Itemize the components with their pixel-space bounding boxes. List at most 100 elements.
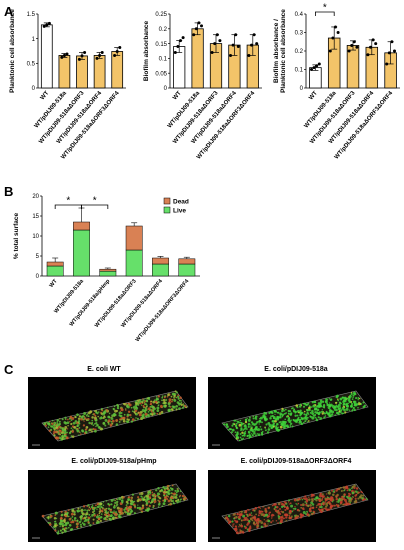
cell-dot xyxy=(350,402,354,406)
cell-dot xyxy=(354,494,357,497)
micrograph-phmp xyxy=(28,470,196,542)
cell-dot xyxy=(345,402,349,406)
cell-dot xyxy=(237,431,239,434)
cell-dot xyxy=(337,399,340,402)
cell-dot xyxy=(260,521,264,524)
cell-dot xyxy=(307,420,310,422)
cell-dot xyxy=(66,436,69,439)
x-tick-label-strain: WT/ xyxy=(94,317,105,329)
cell-dot xyxy=(301,498,304,501)
cell-dot xyxy=(251,514,253,517)
cell-dot xyxy=(358,491,360,494)
cell-dot xyxy=(100,513,103,515)
cell-dot xyxy=(105,500,108,502)
cell-dot xyxy=(297,502,299,505)
cell-dot xyxy=(96,519,99,522)
cell-dot xyxy=(94,410,96,412)
cell-dot xyxy=(97,411,100,413)
cell-dot xyxy=(272,503,276,506)
cell-dot xyxy=(325,498,327,500)
cell-dot xyxy=(279,414,282,417)
cell-dot xyxy=(258,423,260,425)
cell-dot xyxy=(167,491,170,495)
cell-dot xyxy=(64,416,67,419)
cell-dot xyxy=(171,484,174,487)
cell-dot xyxy=(176,501,179,504)
cell-dot xyxy=(235,515,238,519)
cell-dot xyxy=(244,518,247,521)
cell-dot xyxy=(112,517,115,520)
cell-dot xyxy=(145,502,149,505)
cell-dot xyxy=(332,499,335,502)
cell-dot xyxy=(344,402,346,404)
cell-dot xyxy=(81,508,83,511)
cell-dot xyxy=(326,405,328,407)
cell-dot xyxy=(184,497,187,500)
cell-dot xyxy=(165,404,167,407)
cell-dot xyxy=(248,437,251,439)
cell-dot xyxy=(146,508,150,512)
cell-dot xyxy=(321,412,324,415)
cell-dot xyxy=(144,403,147,406)
cell-dot xyxy=(163,405,166,408)
cell-dot xyxy=(175,499,178,503)
cell-dot xyxy=(114,499,116,502)
cell-dot xyxy=(167,499,171,503)
cell-dot xyxy=(338,487,340,490)
data-point xyxy=(350,43,354,47)
cell-dot xyxy=(300,412,303,415)
cell-dot xyxy=(134,409,138,412)
cell-dot xyxy=(61,434,65,438)
y-tick-label: 0 xyxy=(36,274,40,280)
cell-dot xyxy=(163,487,166,490)
cell-dot xyxy=(81,522,84,525)
cell-dot xyxy=(51,422,54,426)
cell-dot xyxy=(293,509,295,511)
cell-dot xyxy=(76,427,79,430)
cell-dot xyxy=(323,416,326,419)
cell-dot xyxy=(268,424,272,428)
cell-dot xyxy=(179,500,181,503)
cell-dot xyxy=(293,498,297,502)
x-tick-label-strain: WT/ xyxy=(38,133,50,146)
x-tick-label-strain: WT/ xyxy=(53,303,64,315)
data-point xyxy=(197,21,201,25)
cell-dot xyxy=(155,398,158,401)
cell-dot xyxy=(127,509,130,512)
cell-dot xyxy=(70,528,74,531)
cell-dot xyxy=(95,422,98,425)
cell-dot xyxy=(125,408,127,410)
cell-dot xyxy=(159,489,162,493)
cell-dot xyxy=(234,431,237,434)
cell-dot xyxy=(129,413,132,417)
cell-dot xyxy=(78,423,81,425)
cell-dot xyxy=(88,513,91,516)
cell-dot xyxy=(77,420,81,423)
cell-dot xyxy=(66,431,68,434)
cell-dot xyxy=(327,497,330,501)
cell-dot xyxy=(272,520,274,522)
cell-dot xyxy=(133,512,136,515)
cell-dot xyxy=(316,405,320,408)
cell-dot xyxy=(344,396,347,399)
cell-dot xyxy=(165,491,168,494)
data-point xyxy=(218,39,222,43)
cell-dot xyxy=(260,513,264,516)
cell-dot xyxy=(97,415,99,418)
cell-dot xyxy=(247,424,250,426)
cell-dot xyxy=(337,405,340,409)
cell-dot xyxy=(275,411,278,413)
cell-dot xyxy=(345,407,349,411)
cell-dot xyxy=(250,421,254,424)
cell-dot xyxy=(351,485,355,489)
y-tick-label: 0 xyxy=(300,86,304,92)
cell-dot xyxy=(357,397,360,399)
cell-dot xyxy=(234,525,238,528)
cell-dot xyxy=(271,420,274,422)
cell-dot xyxy=(253,515,256,519)
cell-dot xyxy=(144,400,147,403)
cell-dot xyxy=(347,487,349,490)
cell-dot xyxy=(256,521,258,523)
cell-dot xyxy=(135,417,137,419)
cell-dot xyxy=(69,431,71,434)
